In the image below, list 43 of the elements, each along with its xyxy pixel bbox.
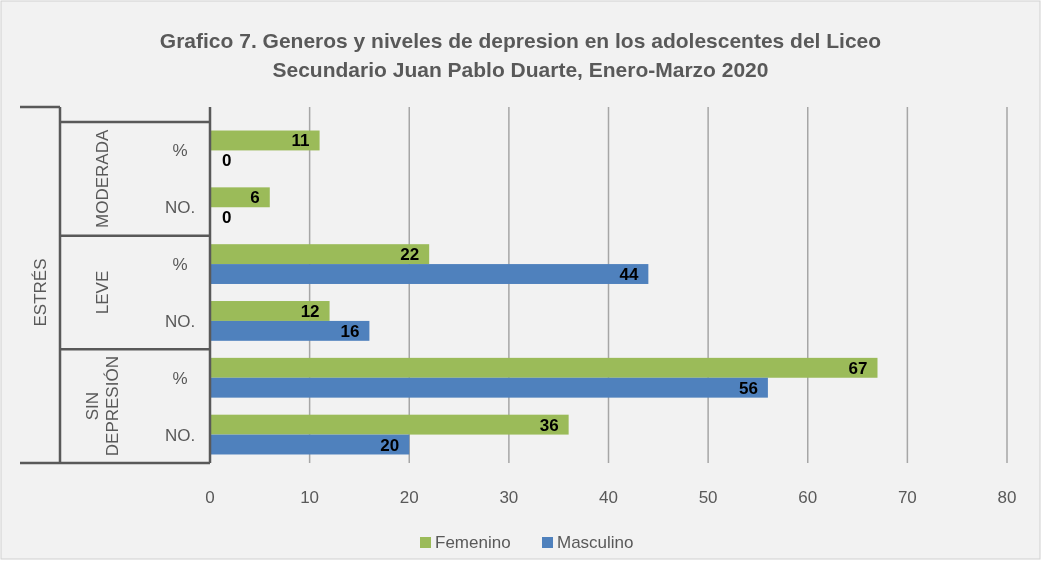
- legend-label: Femenino: [435, 533, 511, 552]
- x-tick-label: 70: [897, 488, 917, 507]
- data-label: 56: [738, 378, 758, 398]
- data-label: 0: [222, 151, 232, 171]
- y-tick-label: %: [172, 141, 188, 161]
- x-tick-label: 80: [997, 488, 1017, 507]
- text: SIN DEPRESIÓN: [83, 356, 122, 457]
- x-tick-label: 20: [399, 488, 419, 507]
- text: ESTRÉS: [31, 258, 50, 327]
- data-label: 6: [250, 188, 260, 208]
- bar: [210, 187, 270, 208]
- data-label: 16: [340, 321, 360, 341]
- bar: [210, 320, 370, 341]
- bar: [210, 244, 430, 265]
- bar: [210, 357, 878, 378]
- data-label: 0: [222, 208, 232, 228]
- data-label: 44: [619, 265, 639, 285]
- text: LEVE: [93, 270, 112, 315]
- data-label: 12: [300, 301, 320, 321]
- x-tick-label: 50: [698, 488, 718, 507]
- bar: [210, 377, 768, 398]
- bar: [210, 301, 330, 321]
- x-tick-label: 10: [300, 488, 320, 507]
- x-tick-label: 60: [798, 488, 818, 507]
- y-tick-label: NO.: [164, 198, 196, 218]
- bar: [210, 434, 410, 455]
- x-tick-label: 40: [599, 488, 618, 507]
- data-label: 20: [380, 435, 400, 455]
- x-tick-label: 30: [499, 488, 519, 507]
- bar: [210, 414, 569, 435]
- y-tick-label: NO.: [164, 425, 196, 445]
- chart-title: Grafico 7. Generos y niveles de depresion en los adolescentes del Liceo Secundario Juan Pablo Duarte, Enero-Marzo 2020: [159, 29, 882, 81]
- data-label: 67: [848, 358, 868, 378]
- bar: [210, 264, 649, 284]
- x-tick-label: 0: [205, 488, 215, 507]
- legend-label: Masculino: [557, 533, 634, 552]
- y-tick-label: NO.: [164, 311, 196, 331]
- y-tick-label: %: [172, 368, 188, 388]
- y-tick-label: %: [172, 255, 188, 275]
- data-label: 11: [291, 131, 310, 151]
- data-label: 22: [400, 245, 420, 265]
- data-label: 36: [539, 415, 559, 435]
- text: MODERADA: [93, 129, 112, 228]
